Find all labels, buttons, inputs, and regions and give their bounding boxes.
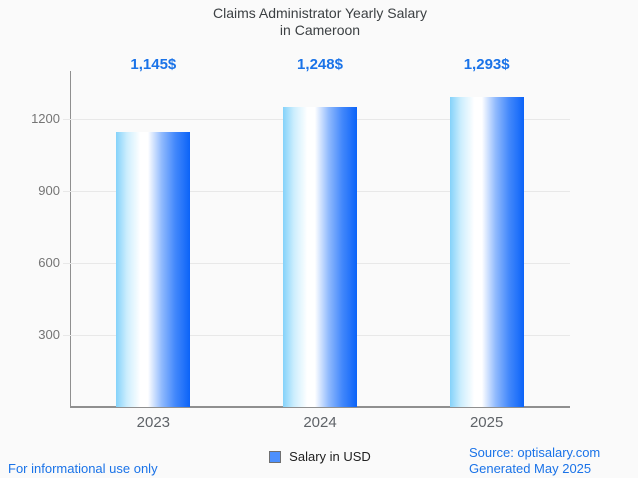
x-tick-label-2023: 2023 — [136, 414, 171, 431]
legend: Salary in USD — [70, 449, 570, 464]
bar-2023[interactable] — [116, 132, 190, 407]
y-tick-mark-300 — [63, 335, 70, 336]
value-label-2024: 1,248$ — [297, 56, 343, 73]
value-label-2023: 1,145$ — [130, 56, 177, 73]
x-axis-baseline — [70, 406, 570, 408]
y-tick-label-600: 600 — [38, 255, 60, 270]
bar-2025[interactable] — [450, 97, 524, 407]
y-tick-mark-600 — [63, 263, 70, 264]
source-link[interactable]: Source: optisalary.com — [469, 445, 601, 460]
generated-date: Generated May 2025 — [469, 461, 592, 476]
bar-2024[interactable] — [283, 107, 357, 407]
x-tick-label-2025: 2025 — [469, 414, 504, 431]
x-tick-label-2024: 2024 — [303, 414, 337, 431]
chart-title-line2: in Cameroon — [279, 22, 361, 38]
y-tick-mark-1200 — [63, 119, 70, 120]
y-tick-mark-900 — [63, 191, 70, 192]
y-tick-label-1200: 1200 — [31, 111, 60, 126]
disclaimer-text: For informational use only — [8, 461, 158, 476]
y-axis-line — [70, 71, 71, 407]
footer-source-block: Source: optisalary.com Generated May 202… — [469, 445, 600, 477]
chart-title: Claims Administrator Yearly Salary in Ca… — [70, 5, 570, 39]
legend-label: Salary in USD — [289, 449, 371, 464]
y-tick-label-900: 900 — [38, 183, 60, 198]
y-tick-label-300: 300 — [38, 327, 60, 342]
value-label-2025: 1,293$ — [463, 56, 510, 73]
chart-title-line1: Claims Administrator Yearly Salary — [213, 5, 427, 21]
legend-marker-icon — [269, 450, 282, 463]
